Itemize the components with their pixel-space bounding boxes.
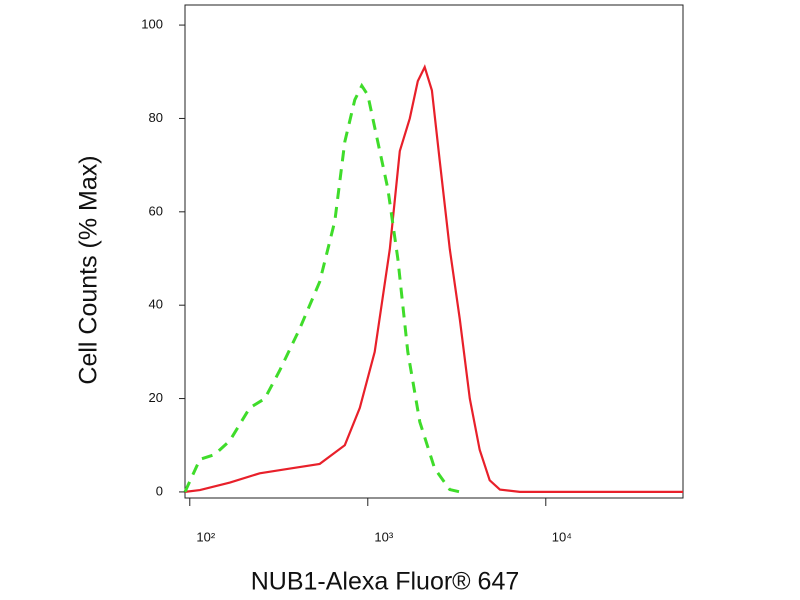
- x-axis-title: NUB1-Alexa Fluor® 647: [251, 568, 520, 596]
- y-tick-label: 80: [149, 110, 163, 125]
- x-tick-label: 10³: [374, 529, 393, 544]
- y-tick-label: 100: [141, 17, 163, 32]
- series-line: [184, 64, 683, 493]
- y-tick-label: 0: [156, 483, 163, 498]
- y-tick-label: 20: [149, 390, 163, 405]
- y-tick-label: 40: [149, 297, 163, 312]
- x-tick-label: 10⁴: [552, 529, 572, 544]
- plot-frame: [184, 4, 684, 499]
- series-line: [183, 82, 461, 494]
- y-tick-label: 60: [149, 203, 163, 218]
- y-axis-title: Cell Counts (% Max): [75, 155, 103, 384]
- x-tick-label: 10²: [196, 529, 215, 544]
